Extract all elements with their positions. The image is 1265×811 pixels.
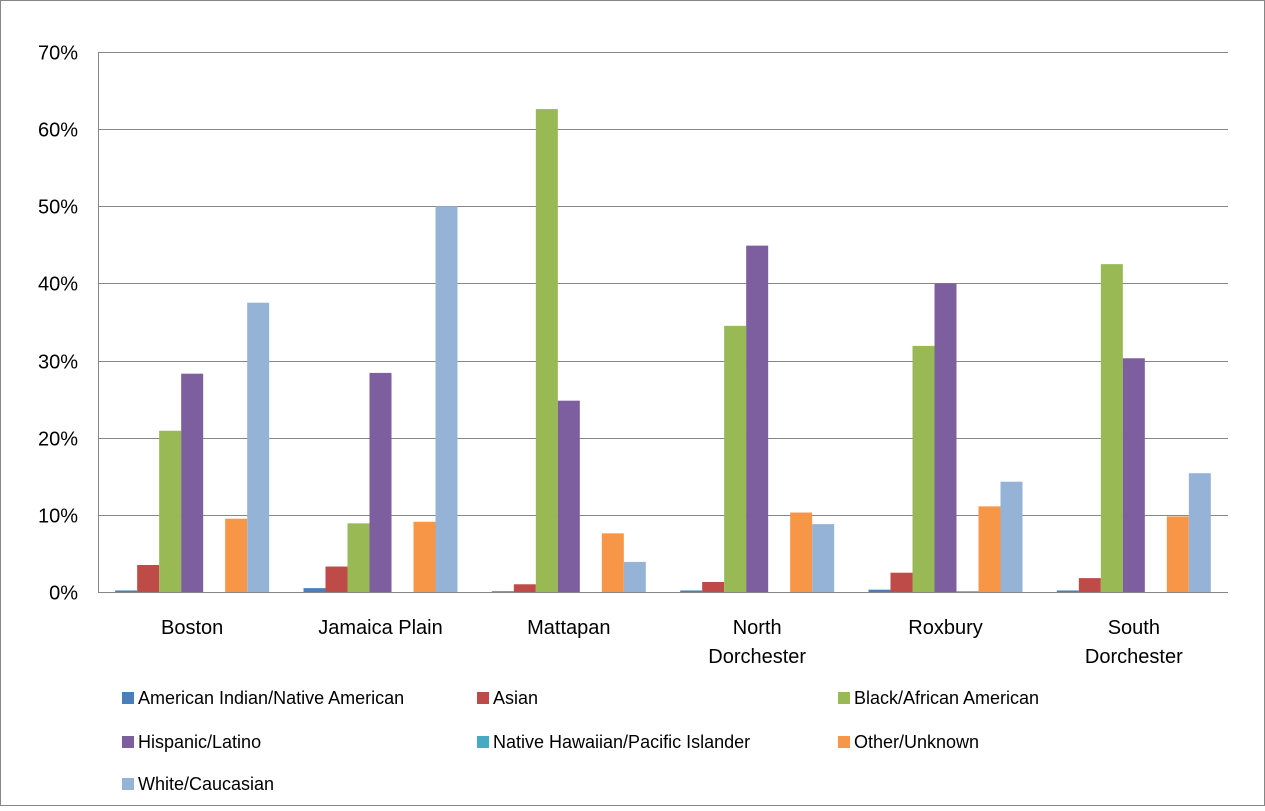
x-category-label: South <box>1108 617 1160 639</box>
bar <box>934 283 957 592</box>
bar <box>491 591 514 592</box>
y-tick-label: 0% <box>49 583 78 605</box>
bar <box>1122 358 1145 592</box>
bar <box>978 506 1001 592</box>
legend-swatch <box>838 692 850 704</box>
legend-swatch <box>122 778 134 790</box>
x-category-label: Dorchester <box>708 646 806 668</box>
y-tick-label: 50% <box>38 197 78 219</box>
bar <box>435 206 458 593</box>
legend-swatch <box>122 692 134 704</box>
bar <box>159 430 182 592</box>
bar <box>890 572 913 592</box>
bar <box>303 588 326 592</box>
bar <box>513 584 536 592</box>
axes <box>98 52 1228 593</box>
bar <box>115 590 138 592</box>
legend-label: White/Caucasian <box>138 774 274 794</box>
bar <box>702 581 725 592</box>
y-tick-label: 70% <box>38 43 78 65</box>
legend-label: Hispanic/Latino <box>138 732 261 752</box>
y-tick-label: 40% <box>38 274 78 296</box>
y-tick-label: 30% <box>38 352 78 374</box>
gridlines <box>98 52 1228 516</box>
bar <box>1056 590 1079 592</box>
bar <box>680 590 703 592</box>
bar <box>1188 473 1211 592</box>
legend-swatch <box>477 692 489 704</box>
bar <box>956 591 979 592</box>
bar <box>413 521 436 592</box>
legend-swatch <box>122 736 134 748</box>
bar <box>912 345 935 592</box>
bar <box>247 302 270 592</box>
bars <box>115 109 1211 593</box>
bar <box>1000 481 1023 592</box>
bar <box>1078 578 1101 592</box>
x-category-label: North <box>733 617 782 639</box>
bar <box>746 245 769 592</box>
x-axis-category-labels: Boston Jamaica Plain Mattapan North Dorchest… <box>161 617 1183 668</box>
bar <box>724 325 747 592</box>
x-category-label: Dorchester <box>1085 646 1183 668</box>
bar <box>137 565 160 592</box>
legend-swatch <box>477 736 489 748</box>
x-category-label: Boston <box>161 617 223 639</box>
y-tick-label: 10% <box>38 506 78 528</box>
legend-label: Native Hawaiian/Pacific Islander <box>493 732 750 752</box>
bar <box>1100 264 1123 592</box>
bar <box>347 523 370 592</box>
y-axis-tick-labels: 0% 10% 20% 30% 40% 50% 60% 70% <box>38 43 78 605</box>
y-tick-label: 20% <box>38 429 78 451</box>
legend: American Indian/Native American Asian Blac… <box>122 688 1039 794</box>
x-category-label: Mattapan <box>527 617 610 639</box>
bar <box>557 400 580 592</box>
x-category-label: Roxbury <box>908 617 982 639</box>
legend-label: American Indian/Native American <box>138 688 404 708</box>
legend-label: Other/Unknown <box>854 732 979 752</box>
legend-label: Asian <box>493 688 538 708</box>
bar <box>623 561 646 592</box>
y-tick-label: 60% <box>38 120 78 142</box>
bar <box>535 109 558 592</box>
legend-swatch <box>838 736 850 748</box>
bar <box>325 566 348 592</box>
bar <box>868 589 891 592</box>
bar <box>1166 516 1189 592</box>
bar <box>812 524 835 592</box>
bar <box>225 518 248 592</box>
legend-label: Black/African American <box>854 688 1039 708</box>
bar <box>369 372 392 592</box>
bar <box>601 533 624 592</box>
bar <box>790 512 813 592</box>
x-category-label: Jamaica Plain <box>318 617 443 639</box>
bar <box>181 373 204 592</box>
